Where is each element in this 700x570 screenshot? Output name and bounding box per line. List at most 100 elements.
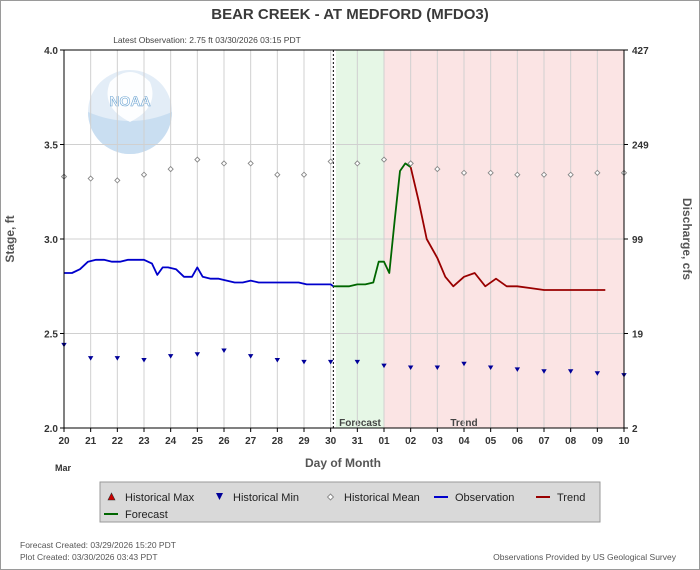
y-tick-label: 3.5 (44, 141, 58, 152)
x-tick-label: 06 (512, 436, 524, 447)
legend-historical-min-symbol (216, 493, 223, 500)
x-tick-label: 31 (352, 436, 364, 447)
legend-historical-max-label: Historical Max (125, 492, 195, 504)
x-tick-label: 23 (138, 436, 150, 447)
mean-point (220, 160, 228, 167)
y-tick-label: 4.0 (44, 46, 58, 57)
min-point (487, 365, 494, 371)
min-point (514, 367, 521, 372)
min-point (461, 361, 467, 367)
mean-point (354, 160, 361, 167)
mean-point (567, 171, 574, 178)
data-provider: Observations Provided by US Geological S… (493, 552, 677, 562)
x-tick-label: 20 (58, 436, 70, 447)
min-point (407, 365, 414, 371)
min-point (247, 354, 254, 359)
y2-tick-label: 2 (632, 424, 638, 435)
legend-historical-max-symbol (107, 492, 116, 501)
legend-box (99, 481, 601, 523)
x-tick-label: 21 (85, 436, 97, 447)
min-point (87, 356, 94, 361)
x-tick-label: 04 (458, 436, 470, 447)
forecast-line (333, 162, 412, 288)
min-point (141, 357, 147, 363)
chart-title: BEAR CREEK - AT MEDFORD (MFDO3) (211, 6, 489, 23)
mean-point (87, 175, 94, 182)
plot-created: Plot Created: 03/30/2026 03:43 PDT (20, 552, 158, 562)
min-point (327, 359, 334, 365)
min-point (434, 365, 441, 371)
mean-point (300, 171, 308, 178)
y-tick-label: 2.0 (44, 424, 58, 435)
x-tick-label: 29 (298, 436, 310, 447)
y2-axis-label: Discharge, cfs (680, 198, 694, 280)
mean-point (380, 156, 388, 163)
min-point (301, 359, 307, 365)
mean-point (514, 171, 521, 178)
y-tick-label: 3.0 (44, 235, 58, 246)
x-tick-label: 22 (112, 436, 124, 447)
x-tick-label: 30 (325, 436, 337, 447)
min-point (541, 369, 547, 374)
y2-tick-label: 19 (632, 330, 644, 341)
y2-tick-label: 427 (632, 46, 649, 57)
x-tick-label: 05 (485, 436, 497, 447)
forecast-created: Forecast Created: 03/29/2026 15:20 PDT (20, 540, 176, 550)
y2-tick-label: 99 (632, 235, 644, 246)
noaa-logo-text: NOAA (109, 93, 150, 109)
legend-historical-mean-symbol (326, 493, 335, 501)
mean-point (434, 165, 441, 173)
min-point (167, 354, 174, 359)
marks-layer (60, 156, 628, 378)
x-tick-label: 26 (218, 436, 230, 447)
min-point (221, 348, 227, 354)
x-tick-label: 28 (272, 436, 284, 447)
mean-point (194, 156, 201, 163)
x-tick-label: 02 (405, 436, 417, 447)
crest-point (407, 160, 414, 167)
x-tick-label: 10 (618, 436, 630, 447)
x-axis-label: Day of Month (305, 456, 381, 470)
axes-layer: 20 21 22 23 24 25 26 27 28 29 30 31 01 02 03 04 05 06 07 08… (44, 46, 649, 447)
x-tick-label: 07 (538, 436, 550, 447)
y2-tick-label: 249 (632, 141, 649, 152)
mean-point (167, 165, 174, 173)
mean-point (247, 160, 254, 167)
legend-forecast-label: Forecast (125, 509, 168, 521)
x-tick-label: 03 (432, 436, 444, 447)
observation-line (64, 258, 334, 288)
x-tick-label: 25 (192, 436, 204, 447)
legend-historical-mean-label: Historical Mean (344, 492, 420, 504)
x-tick-label: 09 (592, 436, 604, 447)
min-point (194, 352, 201, 357)
min-point (594, 371, 601, 376)
x-tick-label: 08 (565, 436, 577, 447)
y-axis-label: Stage, ft (3, 215, 17, 262)
legend-historical-min-label: Historical Min (233, 492, 299, 504)
legend: Historical Max Historical Min Historical M… (99, 481, 601, 523)
zone-label-forecast: Forecast (339, 418, 381, 429)
mean-point (594, 169, 601, 176)
grid-layer (64, 50, 624, 428)
x-tick-label: 01 (378, 436, 390, 447)
x-tick-label: 27 (245, 436, 257, 447)
x-tick-label: 24 (165, 436, 177, 447)
noaa-watermark: NOAA (88, 70, 172, 154)
mean-point (274, 171, 281, 178)
noaa-logo-bird (107, 72, 153, 122)
min-point (381, 363, 387, 369)
mean-point (327, 158, 334, 165)
min-point (114, 356, 121, 361)
mean-point (140, 171, 148, 178)
mean-point (540, 171, 548, 178)
mean-point (114, 177, 121, 184)
min-point (354, 359, 361, 365)
mean-point (487, 169, 494, 176)
latest-observation: Latest Observation: 2.75 ft 03/30/2026 0… (113, 35, 301, 45)
trend-line (409, 166, 606, 291)
min-point (274, 357, 281, 363)
noaa-logo-wave (88, 112, 172, 154)
x-month-label: Mar (55, 463, 72, 473)
legend-observation-label: Observation (455, 492, 514, 504)
